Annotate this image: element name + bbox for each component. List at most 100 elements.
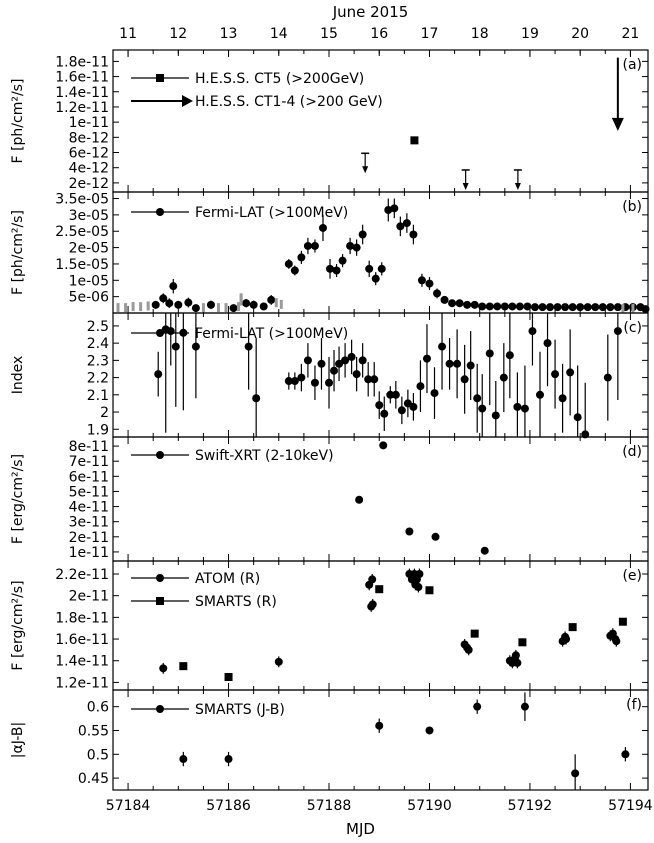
panel-label: (f) [626,697,642,713]
data-point [224,672,233,681]
data-point [478,404,487,413]
data-point [332,266,341,275]
top-axis-tick-label: 16 [370,26,388,42]
data-point [284,259,293,268]
data-point [338,256,347,265]
legend-label: Swift-XRT (2-10keV) [195,448,334,464]
data-point [259,302,268,311]
y-tick-label: 0.6 [87,700,109,716]
data-point [473,394,482,403]
data-point [368,600,377,609]
data-point [191,342,200,351]
data-point [159,294,168,303]
data-point [591,303,600,312]
data-point [391,390,400,399]
y-tick-label: 1e-11 [69,115,109,131]
data-point [346,241,355,250]
panel-label: (e) [622,568,642,584]
data-point [571,769,580,778]
legend-label: SMARTS (J-B) [195,702,285,718]
y-tick-label: 2 [100,405,109,421]
y-tick-label: 1.5e-05 [55,257,109,273]
data-point [347,352,356,361]
data-point [508,302,517,311]
y-tick-label: 2e-11 [69,530,109,546]
y-axis-label: F [erg/cm²/s] [10,454,26,544]
data-point [417,276,426,285]
data-point [603,373,612,382]
data-point [538,303,547,312]
y-tick-label: 5e-06 [69,290,109,306]
data-point [174,300,183,309]
data-point [480,546,489,555]
x-tick-label: 57190 [407,798,452,814]
data-point [425,726,434,735]
data-point [523,302,532,311]
data-point [179,662,188,671]
data-point [249,300,258,309]
data-point [513,402,522,411]
data-point [518,638,527,647]
data-point [224,755,233,764]
data-point [326,264,335,273]
panel-frame [112,49,649,193]
top-axis-tick-label: 11 [119,26,137,42]
y-tick-label: 2.2e-11 [55,567,109,583]
data-point [405,527,414,536]
data-point [598,303,607,312]
data-point [379,441,388,450]
y-tick-label: 1.9 [87,422,109,438]
data-point [493,302,502,311]
y-tick-label: 1.4e-11 [55,654,109,670]
top-axis-tick-label: 14 [270,26,288,42]
data-point [583,303,592,312]
data-point [154,370,163,379]
data-point [375,401,384,410]
data-point [576,303,585,312]
data-point [464,645,473,654]
data-point [384,205,393,214]
data-point [491,411,500,420]
data-point [530,303,539,312]
data-point [179,755,188,764]
data-point [352,370,361,379]
y-axis-label: Index [10,356,26,395]
data-point [612,637,621,646]
data-point [335,359,344,368]
data-point [568,623,577,632]
y-tick-label: 2.4 [87,336,109,352]
data-point [165,299,174,308]
y-tick-label: 1.6e-11 [55,632,109,648]
data-point [425,586,434,595]
panel-label: (b) [622,199,642,215]
data-point [375,585,384,594]
y-tick-label: 8e-12 [69,130,109,146]
data-point [368,575,377,584]
panel-a: 1.8e-111.6e-111.4e-111.2e-111e-118e-126e… [10,49,649,193]
data-point [402,219,411,228]
y-tick-label: 4e-11 [69,500,109,516]
data-point [414,583,423,592]
legend-label: ATOM (R) [195,571,260,587]
top-axis-tick-label: 15 [320,26,338,42]
data-point [252,394,261,403]
y-tick-label: 1.6e-11 [55,70,109,86]
data-point [242,299,251,308]
data-point [171,342,180,351]
data-point [358,356,367,365]
data-point [358,230,367,239]
data-point [500,302,509,311]
data-point [330,366,339,375]
y-tick-label: 1.4e-11 [55,85,109,101]
data-point [317,359,326,368]
data-point [166,327,175,336]
x-tick-label: 57186 [206,798,251,814]
data-point [448,299,457,308]
data-point [267,295,276,304]
legend-label: SMARTS (R) [195,594,277,610]
data-point [386,390,395,399]
y-tick-label: 2.5 [87,319,109,335]
data-point [375,721,384,730]
panel-e: 2.2e-11 2e-11 1.8e-11 1.6e-11 1.4e-11 1.2e-11… [10,560,649,691]
data-point [528,327,537,336]
